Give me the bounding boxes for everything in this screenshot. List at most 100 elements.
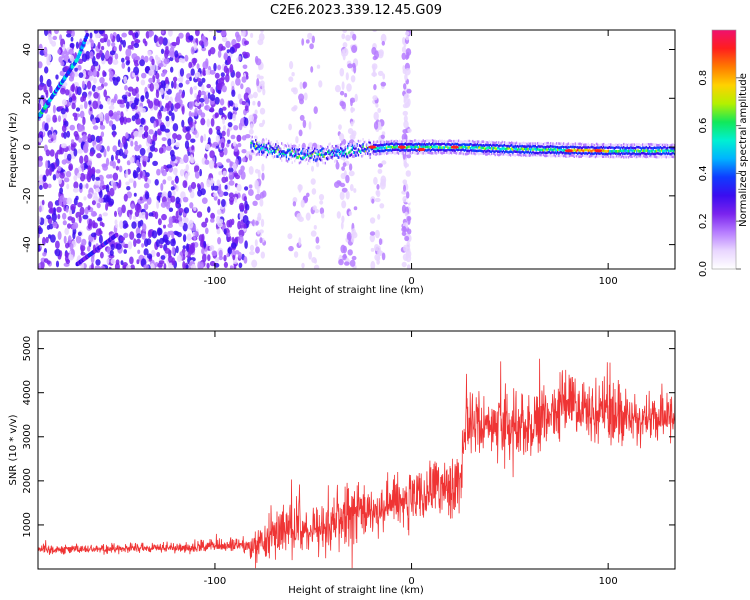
spectrogram-cell: [459, 148, 461, 151]
spectrogram-cell: [596, 142, 598, 146]
spectrogram-cell: [210, 177, 214, 187]
spectrogram-cell: [331, 145, 334, 148]
spectrogram-cell: [260, 30, 264, 33]
spectrogram-cell: [163, 164, 167, 170]
spectrogram-cell: [358, 140, 361, 143]
spectrogram-cell: [198, 40, 204, 46]
spectrogram-cell: [572, 151, 574, 154]
spectrogram-cell: [460, 143, 462, 147]
spectrogram-cell: [302, 157, 304, 161]
spectrogram-cell: [321, 145, 323, 149]
spectrogram-cell: [473, 151, 475, 155]
spectrogram-cell: [370, 247, 375, 252]
spectrogram-cell: [657, 152, 659, 155]
spectrogram-cell: [202, 67, 206, 76]
spectrogram-cell: [244, 186, 249, 191]
spectrogram-cell: [508, 141, 511, 145]
spectrogram-cell: [146, 178, 152, 185]
spectrogram-cell: [565, 152, 567, 155]
spectrogram-cell: [402, 139, 404, 142]
spectrogram-cell: [364, 152, 367, 156]
spectrogram-cell: [351, 148, 354, 151]
spectrogram-cell: [580, 152, 582, 155]
spectrogram-cell: [666, 148, 669, 152]
spectrogram-cell: [542, 146, 545, 149]
spectrogram-cell: [547, 145, 549, 149]
spectrogram-cell: [259, 148, 262, 151]
spectrogram-cell: [575, 145, 578, 149]
spectrogram-cell: [440, 143, 442, 146]
spectrogram-cell: [402, 143, 404, 146]
spectrogram-cell: [406, 146, 408, 149]
spectrogram-cell: [587, 142, 590, 146]
spectrogram-cell: [297, 156, 299, 159]
spectrogram-cell: [95, 187, 101, 193]
spectrogram-cell: [226, 235, 232, 242]
spectrogram-cell: [596, 154, 598, 158]
spectrogram-cell: [461, 140, 463, 144]
spectrogram-cell: [91, 166, 96, 175]
spectrogram-cell: [413, 151, 415, 154]
spectrogram-cell: [106, 258, 110, 264]
spectrogram-cell: [391, 139, 394, 143]
spectrogram-cell: [408, 142, 410, 146]
spectrogram-cell: [390, 139, 393, 143]
spectrogram-cell: [584, 146, 586, 149]
spectrogram-cell: [462, 140, 465, 144]
spectrogram-cell: [257, 39, 264, 46]
spectrogram-cell: [75, 195, 79, 201]
spectrogram-cell: [554, 143, 557, 146]
spectrogram-cell: [99, 190, 103, 199]
spectrogram-cell: [357, 148, 360, 151]
spectrogram-cell: [640, 148, 643, 152]
spectrogram-cell: [342, 42, 348, 48]
snr-y-label: SNR (10 * v/v): [8, 414, 19, 485]
spectrogram-cell: [512, 152, 514, 156]
spectrogram-cell: [566, 143, 568, 146]
spectrogram-cell: [610, 155, 612, 159]
spectrogram-cell: [144, 238, 149, 247]
spectrogram-cell: [67, 216, 73, 221]
spectrogram-cell: [488, 152, 490, 156]
spectrogram-cell: [215, 257, 220, 263]
spectrogram-cell: [607, 143, 610, 146]
spectrogram-cell: [107, 56, 113, 65]
spectrogram-cell: [574, 145, 577, 149]
spectrogram-cell: [67, 235, 72, 244]
spectrogram-cell: [79, 206, 85, 216]
spectrogram-cell: [188, 219, 194, 229]
spectrogram-cell: [238, 262, 243, 269]
spectrogram-cell: [256, 136, 258, 139]
spectrogram-cell: [261, 172, 265, 181]
spectrogram-cell: [435, 140, 437, 143]
spectrogram-cell: [616, 152, 618, 155]
spectrogram-cell: [175, 92, 181, 102]
spectrogram-cell: [165, 76, 169, 85]
spectrogram-cell: [341, 101, 346, 110]
spectrogram-cell: [593, 149, 595, 152]
spectrogram-cell: [422, 139, 424, 142]
spectrogram-cell: [140, 95, 145, 102]
spectrogram-cell: [673, 152, 675, 156]
spectrogram-cell: [94, 180, 100, 186]
spectrogram-cell: [463, 143, 466, 146]
spectrogram-cell: [378, 147, 381, 150]
spectrogram-cell: [414, 143, 416, 146]
spectrogram-cell: [270, 145, 272, 149]
spectrogram-cell: [322, 155, 324, 158]
spectrogram-cell: [380, 175, 387, 185]
spectrogram-cell: [305, 153, 308, 157]
spectrogram-cell: [103, 148, 107, 158]
spectrogram-cell: [394, 146, 396, 149]
spectrogram-cell: [313, 225, 317, 230]
spectrogram-cell: [472, 144, 474, 147]
spectrogram-cell: [468, 149, 470, 153]
spectrogram-cell: [447, 146, 449, 149]
spectrogram-cell: [304, 154, 306, 158]
spectrogram-cell: [380, 149, 382, 153]
spectrogram-cell: [170, 186, 175, 191]
spectrogram-cell: [380, 152, 382, 156]
spectrogram-cell: [417, 146, 420, 149]
spectrogram-cell: [261, 83, 265, 92]
spectrogram-cell: [554, 148, 557, 151]
